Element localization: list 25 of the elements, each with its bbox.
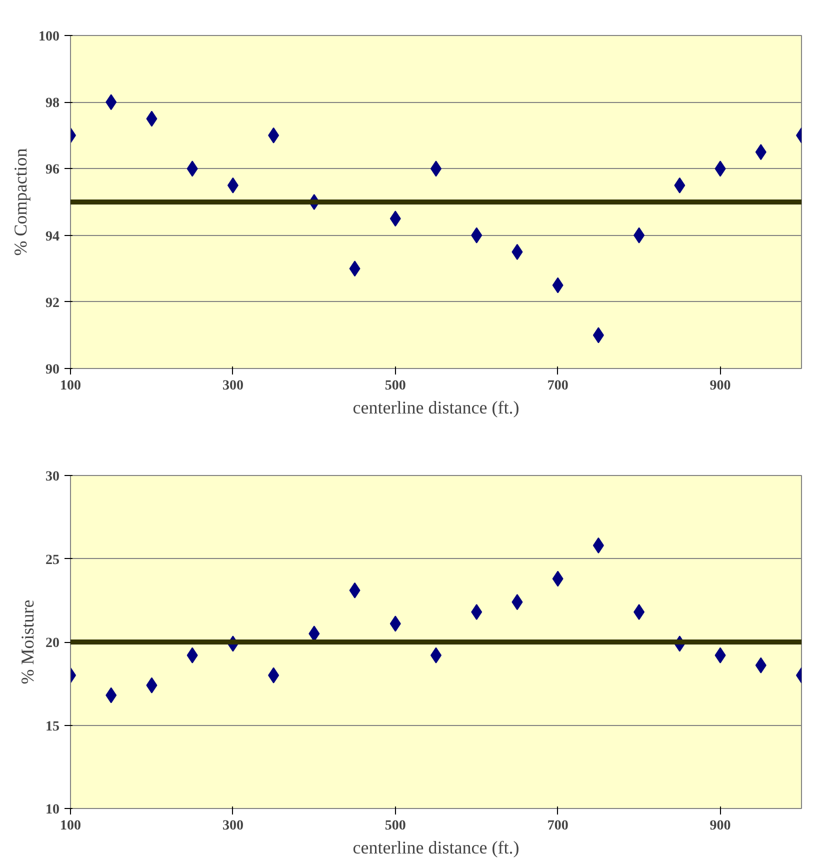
y-tick-label: 25	[46, 552, 60, 568]
y-axis-title: % Compaction	[10, 148, 30, 256]
y-tick-label: 94	[46, 229, 60, 244]
x-tick-label: 900	[710, 818, 731, 834]
x-tick-label: 500	[384, 378, 406, 394]
x-tick-label: 100	[60, 818, 81, 834]
y-tick-label: 90	[46, 362, 60, 378]
x-tick-label: 300	[222, 378, 244, 394]
y-tick-label: 30	[46, 470, 60, 484]
x-tick-label: 700	[547, 378, 568, 394]
x-axis-title: centerline distance (ft.)	[352, 838, 520, 858]
y-tick-label: 92	[46, 296, 60, 311]
x-tick-label: 100	[60, 378, 81, 394]
x-tick-label: 500	[384, 818, 406, 834]
y-tick-label: 20	[46, 636, 60, 651]
y-tick-label: 15	[46, 719, 60, 734]
x-tick-label: 300	[222, 818, 244, 834]
x-axis-title: centerline distance (ft.)	[352, 398, 520, 418]
y-tick-label: 98	[46, 96, 60, 112]
y-axis-title: % Moisture	[18, 600, 38, 684]
y-tick-label: 10	[46, 802, 60, 818]
y-tick-label: 96	[46, 162, 60, 178]
x-tick-label: 700	[547, 818, 568, 834]
y-tick-label: 100	[38, 30, 60, 44]
x-tick-label: 900	[710, 378, 731, 394]
